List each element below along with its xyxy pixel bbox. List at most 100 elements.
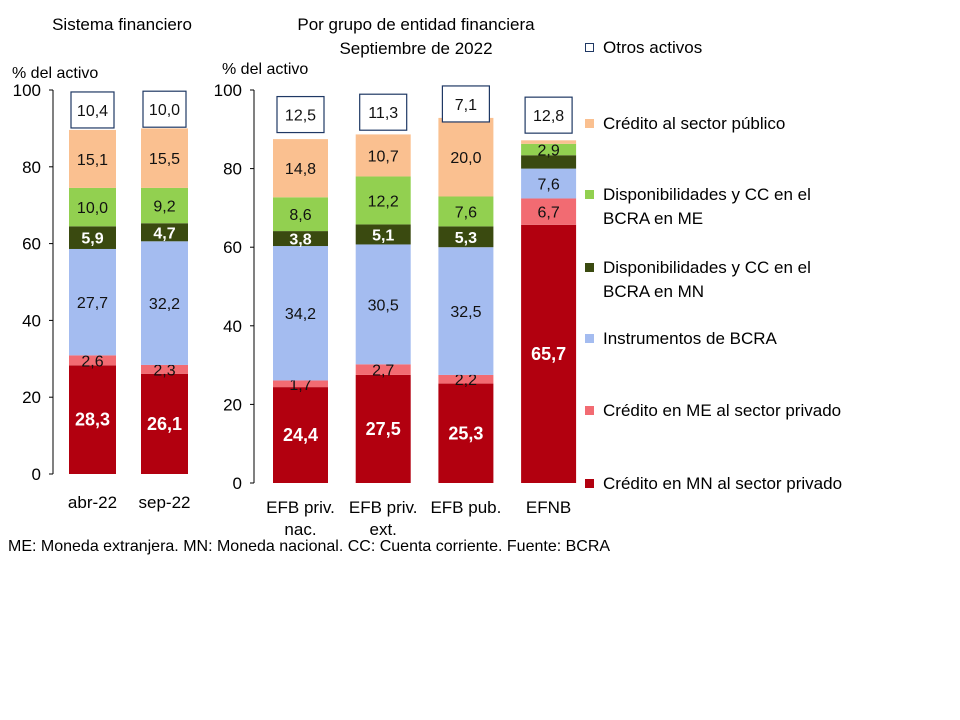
- data-label-box: [441, 85, 490, 123]
- data-label: 27,7: [77, 295, 108, 312]
- data-label: 2,7: [372, 363, 394, 380]
- data-label: 7,6: [455, 204, 477, 221]
- chart-title: Por grupo de entidad financiera: [297, 15, 535, 34]
- x-tick-label: EFB priv.: [266, 498, 335, 517]
- y-tick-label: 60: [22, 235, 41, 254]
- bar-segment: [141, 241, 188, 365]
- bar-segment: [69, 129, 116, 188]
- data-label: 25,3: [448, 423, 483, 443]
- legend-label: Crédito en ME al sector privado: [603, 401, 842, 420]
- data-label: 27,5: [366, 419, 401, 439]
- y-tick-label: 100: [214, 81, 242, 100]
- data-label: 2,3: [153, 362, 175, 379]
- data-label: 10,4: [77, 103, 108, 120]
- data-label: 12,5: [285, 108, 316, 125]
- data-label-box: [276, 95, 325, 134]
- legend-label: Otros activos: [603, 38, 703, 57]
- data-label: 32,2: [149, 296, 180, 313]
- legend-swatch: [585, 263, 594, 272]
- data-label: 3,8: [289, 232, 311, 249]
- legend-swatch: [585, 406, 594, 415]
- x-tick-label: EFB pub.: [430, 498, 501, 517]
- chart-title: Sistema financiero: [52, 15, 192, 34]
- bar-segment: [141, 373, 188, 474]
- x-tick-label: abr-22: [68, 493, 117, 512]
- data-label-box: [142, 90, 187, 128]
- data-label: 10,0: [149, 102, 180, 119]
- y-tick-label: 60: [223, 238, 242, 257]
- x-tick-label: EFB priv.: [349, 498, 418, 517]
- data-label: 24,4: [283, 425, 318, 445]
- legend-label: Instrumentos de BCRA: [603, 329, 777, 348]
- data-label: 12,8: [533, 108, 564, 125]
- bar-segment: [438, 383, 494, 483]
- data-label: 7,6: [537, 177, 559, 194]
- legend-label: Disponibilidades y CC en el BCRA en MN: [603, 258, 811, 301]
- chart-legend: Otros activos Crédito al sector público Di…: [585, 0, 955, 530]
- y-tick-label: 80: [22, 158, 41, 177]
- bar-segment: [273, 197, 328, 232]
- bar-segment: [438, 226, 494, 248]
- bar-segment: [355, 374, 411, 483]
- legend-swatch: [585, 119, 594, 128]
- data-label: 6,7: [537, 205, 559, 222]
- bar-segment: [273, 387, 328, 483]
- y-tick-label: 40: [223, 317, 242, 336]
- bar-segment: [273, 139, 328, 198]
- legend-label: Disponibilidades y CC en el BCRA en ME: [603, 185, 811, 228]
- bar-segment: [69, 365, 116, 474]
- data-label-box: [524, 96, 573, 134]
- data-label: 10,7: [368, 148, 399, 165]
- bar-segment: [273, 246, 328, 381]
- data-label: 2,6: [81, 353, 103, 370]
- data-label: 9,2: [153, 199, 175, 216]
- data-label: 34,2: [285, 306, 316, 323]
- bar-segment: [141, 364, 188, 374]
- footnote: ME: Moneda extranjera. MN: Moneda nacion…: [8, 538, 611, 555]
- bar-segment: [521, 198, 577, 225]
- bar-segment: [355, 224, 411, 245]
- legend-swatch: [585, 334, 594, 343]
- data-label: 7,1: [455, 97, 477, 114]
- data-label-box: [359, 93, 408, 131]
- y-tick-label: 100: [13, 81, 41, 100]
- bar-segment: [521, 140, 577, 144]
- data-label: 5,1: [372, 227, 394, 244]
- legend-swatch: [585, 43, 594, 52]
- data-label: 5,9: [81, 231, 103, 248]
- data-label: 32,5: [450, 304, 481, 321]
- data-label: 4,7: [153, 225, 175, 242]
- data-label: 28,3: [75, 410, 110, 430]
- legend-label: Crédito en MN al sector privado: [603, 474, 843, 493]
- bar-segment: [438, 117, 494, 197]
- data-label: 2,9: [537, 143, 559, 160]
- data-label: 15,1: [77, 152, 108, 169]
- legend-label: Crédito al sector público: [603, 114, 786, 133]
- bar-segment: [355, 244, 411, 365]
- y-axis-label: % del activo: [222, 61, 308, 78]
- data-label: 65,7: [531, 344, 566, 364]
- data-label: 11,3: [368, 105, 398, 122]
- bar-segment: [141, 223, 188, 242]
- bar-segment: [273, 231, 328, 247]
- y-tick-label: 0: [32, 465, 41, 484]
- y-tick-label: 0: [233, 474, 242, 493]
- bar-segment: [521, 155, 577, 169]
- legend-swatch: [585, 479, 594, 488]
- bar-segment: [69, 187, 116, 227]
- data-label: 30,5: [368, 297, 399, 314]
- y-axis-label: % del activo: [12, 65, 98, 82]
- y-tick-label: 40: [22, 311, 41, 330]
- bar-segment: [141, 128, 188, 188]
- data-label: 12,2: [368, 193, 399, 210]
- x-tick-label: sep-22: [139, 493, 191, 512]
- bar-segment: [69, 226, 116, 249]
- data-label: 5,3: [455, 230, 477, 247]
- y-tick-label: 80: [223, 160, 242, 179]
- x-tick-label: nac.: [284, 520, 316, 539]
- bar-segment: [521, 143, 577, 156]
- bar-segment: [521, 224, 577, 483]
- data-label: 1,7: [289, 377, 311, 394]
- data-label: 26,1: [147, 414, 182, 434]
